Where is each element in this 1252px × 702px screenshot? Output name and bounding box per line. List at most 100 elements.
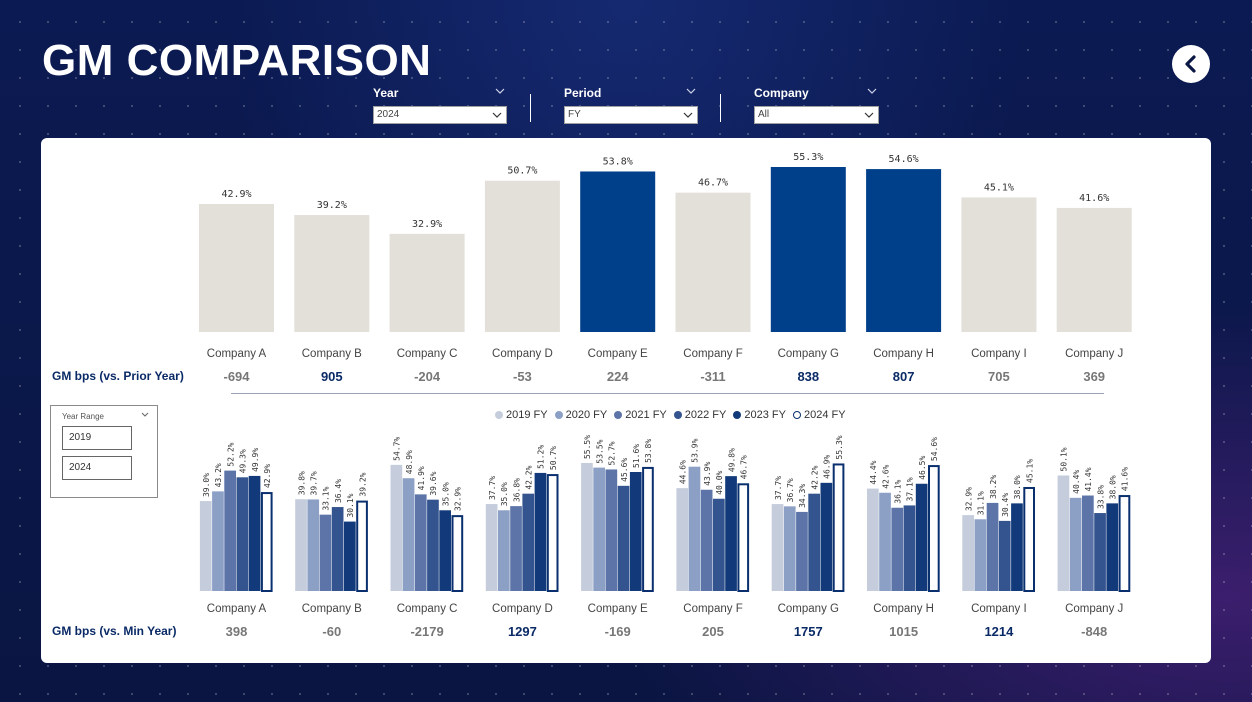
bps-vs-prior-year-value: 838 bbox=[797, 369, 819, 384]
bps-vs-min-year-value: 1757 bbox=[794, 624, 823, 639]
year-bar bbox=[248, 475, 261, 591]
year-bar-value-label: 37.7% bbox=[488, 476, 497, 500]
bps-vs-prior-year-value: 705 bbox=[988, 369, 1010, 384]
company-axis-label: Company A bbox=[207, 348, 267, 360]
legend-swatch bbox=[495, 411, 503, 419]
legend-swatch bbox=[792, 411, 801, 419]
year-bar bbox=[344, 521, 356, 591]
year-bar-value-label: 32.9% bbox=[964, 487, 973, 511]
year-bar bbox=[879, 492, 891, 591]
chevron-down-icon[interactable] bbox=[686, 87, 696, 95]
gm-bar-value-label: 42.9% bbox=[221, 189, 251, 200]
year-bar-2024 bbox=[737, 483, 750, 593]
year-range-label: Year Range bbox=[62, 412, 104, 421]
chevron-down-icon[interactable] bbox=[495, 87, 505, 95]
year-bar-value-label: 39.6% bbox=[429, 471, 438, 495]
year-bar bbox=[390, 464, 403, 591]
year-bar bbox=[295, 499, 307, 591]
chevron-down-icon bbox=[492, 112, 502, 118]
year-bar-value-label: 54.6% bbox=[930, 437, 939, 461]
year-bar bbox=[581, 463, 593, 591]
gm-bar-value-label: 45.1% bbox=[984, 182, 1014, 193]
gm-bar-value-label: 54.6% bbox=[889, 154, 919, 165]
year-bar bbox=[1057, 475, 1070, 591]
gm-bar bbox=[770, 167, 846, 332]
year-bar-value-label: 51.2% bbox=[537, 445, 546, 469]
year-range-to-input[interactable]: 2024 bbox=[62, 456, 132, 480]
year-bar-value-label: 48.9% bbox=[405, 450, 414, 474]
bps-min-year-label: GM bps (vs. Min Year) bbox=[52, 624, 177, 638]
year-bar-2024 bbox=[451, 515, 464, 593]
year-bar-2024 bbox=[260, 492, 273, 592]
gm-bar bbox=[199, 203, 274, 332]
year-select[interactable]: 2024 bbox=[373, 106, 507, 124]
year-bar bbox=[617, 485, 630, 591]
year-bar-2024 bbox=[642, 466, 654, 592]
chevron-down-icon[interactable] bbox=[141, 412, 149, 418]
year-bar-value-label: 34.3% bbox=[798, 484, 807, 508]
year-bar bbox=[986, 502, 999, 591]
year-bar-value-label: 40.0% bbox=[715, 470, 724, 494]
year-select-value: 2024 bbox=[377, 109, 400, 120]
year-bar bbox=[414, 494, 427, 591]
year-bar bbox=[771, 504, 784, 591]
year-bar bbox=[713, 498, 725, 591]
year-bar bbox=[998, 520, 1011, 591]
company-select-value: All bbox=[758, 109, 770, 120]
company-axis-label: Company A bbox=[207, 603, 267, 615]
year-bar bbox=[439, 510, 451, 591]
year-bar-value-label: 50.1% bbox=[1060, 447, 1069, 471]
year-bar bbox=[820, 482, 833, 591]
company-axis-label: Company F bbox=[683, 603, 742, 615]
year-legend: 2019 FY 2020 FY 2021 FY 2022 FY 2023 FY 2024 … bbox=[495, 408, 853, 422]
bps-vs-min-year-value: -169 bbox=[605, 624, 631, 639]
year-bar-value-label: 39.8% bbox=[297, 471, 306, 495]
year-bar bbox=[236, 477, 249, 591]
year-bar-value-label: 37.1% bbox=[906, 477, 915, 501]
year-bar bbox=[534, 472, 547, 591]
gm-bar-value-label: 50.7% bbox=[507, 166, 537, 177]
year-bar-value-label: 42.6% bbox=[881, 464, 890, 488]
company-axis-label: Company I bbox=[971, 603, 1027, 615]
year-bar-value-label: 45.1% bbox=[1025, 459, 1034, 483]
gm-bar bbox=[389, 233, 465, 332]
company-axis-label: Company D bbox=[492, 348, 553, 360]
year-bar-2024 bbox=[1023, 486, 1035, 593]
year-bar bbox=[319, 514, 332, 591]
back-button[interactable] bbox=[1172, 45, 1210, 83]
year-bar-value-label: 41.9% bbox=[417, 466, 426, 490]
company-axis-label: Company H bbox=[873, 348, 934, 360]
company-filter-label: Company bbox=[754, 86, 809, 100]
year-bar-value-label: 46.5% bbox=[918, 455, 927, 479]
legend-label: 2023 FY bbox=[744, 409, 786, 421]
company-axis-label: Company B bbox=[302, 348, 362, 360]
chevron-down-icon[interactable] bbox=[867, 87, 877, 95]
legend-swatch bbox=[673, 411, 682, 419]
company-select[interactable]: All bbox=[754, 106, 879, 124]
year-bar bbox=[498, 510, 510, 591]
year-filter: Year 2024 bbox=[373, 85, 507, 124]
legend-item: 2023 FY bbox=[733, 409, 786, 421]
year-bar-value-label: 36.8% bbox=[512, 478, 521, 502]
year-bar-value-label: 38.0% bbox=[1109, 475, 1118, 499]
year-bar-value-label: 44.6% bbox=[679, 460, 688, 484]
year-bar-value-label: 43.9% bbox=[703, 461, 712, 485]
year-range-from-input[interactable]: 2019 bbox=[62, 426, 132, 450]
bps-vs-prior-year-value: -53 bbox=[513, 369, 532, 384]
period-select[interactable]: FY bbox=[564, 106, 698, 124]
gm-bar-value-label: 39.2% bbox=[317, 200, 347, 211]
year-bar bbox=[1069, 497, 1082, 591]
company-axis-label: Company C bbox=[397, 348, 458, 360]
year-bar bbox=[1011, 503, 1023, 591]
chevron-down-icon bbox=[683, 112, 693, 118]
company-axis-label: Company E bbox=[588, 603, 648, 615]
year-bar bbox=[485, 504, 498, 591]
year-bar-value-label: 50.7% bbox=[549, 446, 558, 470]
year-bar bbox=[915, 483, 928, 591]
period-filter: Period FY bbox=[564, 85, 698, 124]
legend-item: 2020 FY bbox=[554, 409, 607, 421]
year-bar bbox=[510, 506, 522, 591]
year-bar bbox=[725, 476, 737, 591]
year-bar-value-label: 46.7% bbox=[740, 455, 749, 479]
year-bar-2024 bbox=[832, 463, 845, 593]
